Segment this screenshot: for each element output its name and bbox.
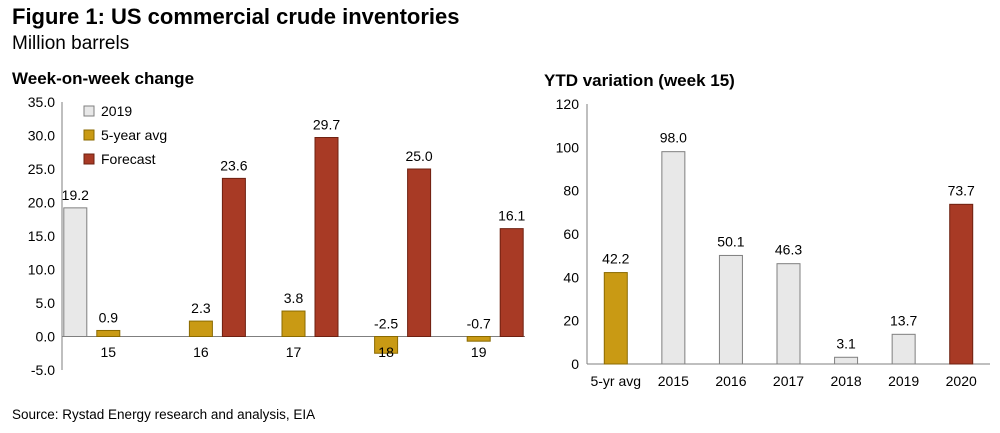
x-tick-label: 17 [286,344,302,360]
bar-2019 [63,207,88,337]
y-tick-label: 60 [563,226,579,242]
data-label: 46.3 [775,242,802,258]
y-tick-label: 120 [556,96,580,112]
x-tick-label: 5-yr avg [590,373,641,389]
figure-subtitle: Million barrels [12,33,130,54]
x-tick-label: 18 [378,344,394,360]
bar-forecast [221,177,246,337]
data-label: -2.5 [374,316,398,332]
bar-forecast [499,228,524,338]
figure-title: Figure 1: US commercial crude inventorie… [12,4,460,29]
source-note: Source: Rystad Energy research and analy… [12,407,316,422]
y-tick-label: 10.0 [28,262,55,278]
y-tick-label: 25.0 [28,161,55,177]
bar-2018 [834,356,859,365]
x-tick-label: 2015 [658,373,689,389]
x-tick-label: 2020 [946,373,977,389]
legend-label: Forecast [101,151,156,167]
bar-5-yr-avg [603,272,628,365]
data-label: 3.1 [836,335,856,351]
data-label: -0.7 [467,316,491,332]
data-label: 73.7 [948,182,975,198]
y-tick-label: 20 [563,313,579,329]
right-panel-title: YTD variation (week 15) [544,71,735,90]
left-panel-title: Week-on-week change [12,69,194,88]
legend-label: 2019 [101,103,132,119]
x-tick-label: 2018 [830,373,861,389]
y-tick-label: -5.0 [31,362,55,378]
y-tick-label: 0.0 [36,329,56,345]
y-tick-label: 15.0 [28,228,55,244]
x-tick-label: 2016 [715,373,746,389]
data-label: 3.8 [284,290,304,306]
data-label: 2.3 [191,300,211,316]
y-tick-label: 5.0 [36,295,56,311]
y-tick-label: 20.0 [28,195,55,211]
y-tick-label: 0 [571,356,579,372]
data-label: 23.6 [220,157,247,173]
y-tick-label: 35.0 [28,94,55,110]
bar-5-year-avg [374,336,399,354]
bar-2015 [661,151,686,365]
bar-5-year-avg [188,320,213,337]
bar-forecast [407,168,432,337]
x-tick-label: 15 [101,344,117,360]
data-label: 19.2 [62,187,89,203]
bar-5-year-avg [96,329,121,338]
legend-swatch [83,153,95,165]
y-tick-label: 100 [556,139,580,155]
bar-2017 [776,263,801,365]
data-label: 16.1 [498,208,525,224]
x-tick-label: 2019 [888,373,919,389]
week-on-week-chart: Week-on-week change 35.0 30.0 25.0 20.0 15.0 1… [12,69,526,378]
bar-5-year-avg [466,336,491,342]
bar-5-year-avg [281,310,306,338]
x-tick-label: 16 [193,344,209,360]
data-label: 25.0 [405,148,432,164]
legend-label: 5-year avg [101,127,167,143]
x-tick-label: 2017 [773,373,804,389]
legend-swatch [83,129,95,141]
legend-swatch [83,105,95,117]
data-label: 98.0 [660,130,687,146]
data-label: 0.9 [99,309,119,325]
bar-2020 [949,203,974,365]
bar-forecast [314,137,339,337]
bar-2019 [891,333,916,365]
x-tick-label: 19 [471,344,487,360]
data-label: 42.2 [602,251,629,267]
data-label: 13.7 [890,312,917,328]
data-label: 29.7 [313,117,340,133]
y-tick-label: 30.0 [28,128,55,144]
ytd-variation-chart: YTD variation (week 15) 120 100 80 60 40 20 0 42… [544,71,990,389]
y-tick-label: 40 [563,269,579,285]
data-label: 50.1 [717,233,744,249]
bar-2016 [718,254,743,365]
y-tick-label: 80 [563,183,579,199]
